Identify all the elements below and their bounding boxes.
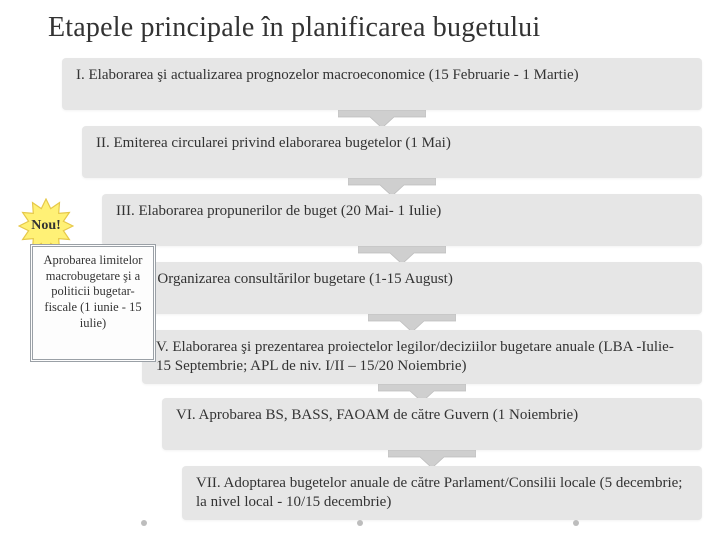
dot-icon: [357, 520, 363, 526]
callout-box: Aprobarea limitelor macrobugetare şi a p…: [30, 244, 156, 362]
callout-text: Aprobarea limitelor macrobugetare şi a p…: [44, 253, 143, 330]
step-label: IV. Organizarea consultărilor bugetare (…: [136, 271, 453, 287]
nou-label: Nou!: [31, 218, 61, 234]
step-label: V. Elaborarea şi prezentarea proiectelor…: [156, 339, 674, 374]
footer-dots: [0, 520, 720, 526]
dot-icon: [141, 520, 147, 526]
step-label: VII. Adoptarea bugetelor anuale de către…: [196, 475, 682, 510]
step-7: VII. Adoptarea bugetelor anuale de către…: [182, 466, 702, 520]
step-1: I. Elaborarea şi actualizarea prognozelo…: [62, 58, 702, 110]
step-5: V. Elaborarea şi prezentarea proiectelor…: [142, 330, 702, 384]
step-2: II. Emiterea circularei privind elaborar…: [82, 126, 702, 178]
dot-icon: [573, 520, 579, 526]
step-4: IV. Organizarea consultărilor bugetare (…: [122, 262, 702, 314]
step-3: III. Elaborarea propunerilor de buget (2…: [102, 194, 702, 246]
step-label: I. Elaborarea şi actualizarea prognozelo…: [76, 67, 579, 83]
step-6: VI. Aprobarea BS, BASS, FAOAM de către G…: [162, 398, 702, 450]
step-label: VI. Aprobarea BS, BASS, FAOAM de către G…: [176, 407, 578, 423]
step-label: III. Elaborarea propunerilor de buget (2…: [116, 203, 441, 219]
page-title: Etapele principale în planificarea buget…: [0, 0, 720, 44]
step-label: II. Emiterea circularei privind elaborar…: [96, 135, 451, 151]
